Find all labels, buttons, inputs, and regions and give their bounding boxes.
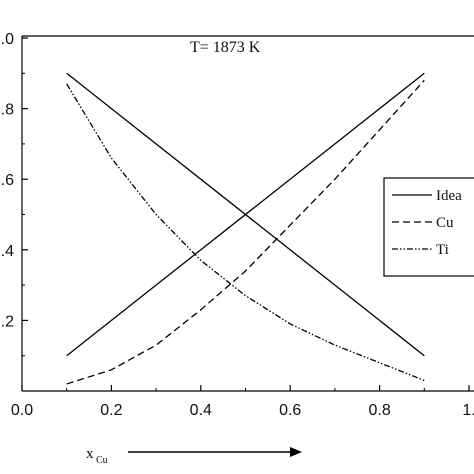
y-tick-label-0: .2 bbox=[1, 313, 14, 330]
x-tick-label-5: 1. bbox=[462, 402, 474, 419]
y-tick-label-4: .0 bbox=[1, 31, 14, 48]
y-tick-label-1: .4 bbox=[1, 243, 14, 260]
x-tick-label-2: 0.4 bbox=[190, 402, 212, 419]
temperature-annotation: T= 1873 K bbox=[190, 39, 261, 56]
series-line-ideal-descending bbox=[66, 72, 425, 357]
x-tick-label-1: 0.2 bbox=[100, 402, 122, 419]
series-lines bbox=[66, 72, 425, 385]
x-tick-label-4: 0.8 bbox=[368, 402, 390, 419]
legend-box bbox=[383, 177, 474, 277]
tick-marks bbox=[21, 37, 470, 391]
legend-label-idea: Idea bbox=[436, 188, 462, 204]
tick-labels: 0.0 0.2 0.4 0.6 0.8 1. .2 .4 .6 .8 .0 bbox=[1, 31, 474, 419]
x-axis-label: x Cu bbox=[86, 446, 302, 466]
x-tick-label-3: 0.6 bbox=[279, 402, 301, 419]
series-line-ti bbox=[66, 83, 425, 382]
x-tick-label-0: 0.0 bbox=[11, 402, 33, 419]
x-axis-arrowhead bbox=[290, 447, 302, 457]
legend-label-cu: Cu bbox=[436, 215, 454, 231]
legend-label-ti: Ti bbox=[436, 242, 449, 258]
x-axis-label-subscript: Cu bbox=[96, 455, 108, 466]
x-axis-label-text: x bbox=[86, 446, 94, 462]
legend: Idea Cu Ti bbox=[383, 177, 474, 277]
y-tick-label-3: .8 bbox=[1, 102, 14, 119]
series-line-cu bbox=[66, 79, 425, 385]
y-tick-label-2: .6 bbox=[1, 172, 14, 189]
